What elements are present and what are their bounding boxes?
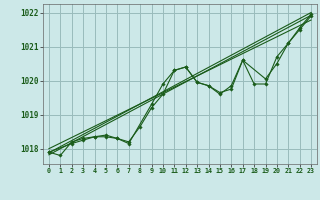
Text: Graphe pression niveau de la mer (hPa): Graphe pression niveau de la mer (hPa) xyxy=(60,184,260,193)
